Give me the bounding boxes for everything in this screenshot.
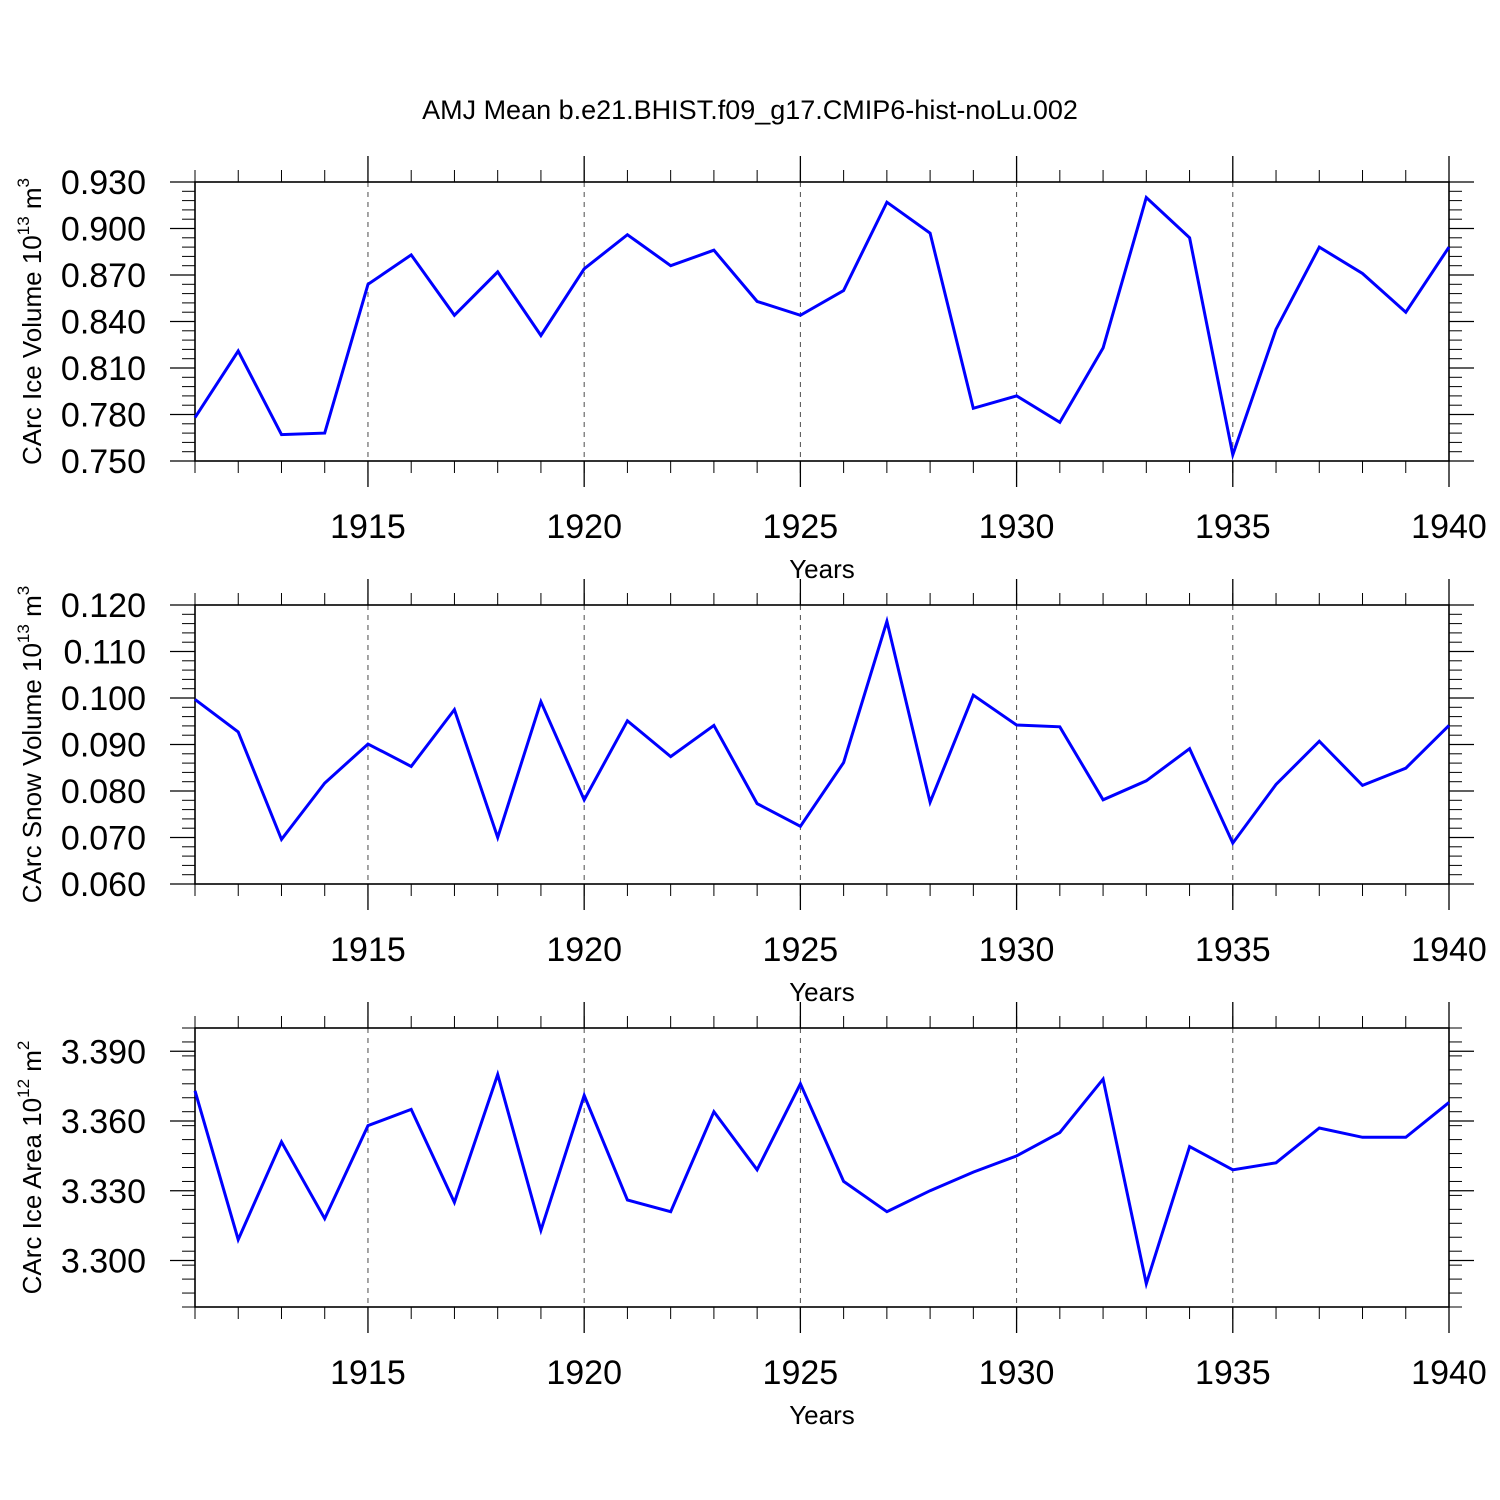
y-tick-label: 0.080	[61, 773, 146, 811]
y-tick-label: 0.780	[61, 397, 146, 435]
x-tick-label: 1915	[330, 1354, 406, 1392]
y-axis-label-ylabel: CArc Ice Volume	[17, 264, 47, 465]
data-line	[194, 615, 1451, 847]
y-tick-label: 0.810	[61, 350, 146, 388]
y-axis-label: CArc Ice Area 1012​ m2​	[14, 1041, 47, 1295]
x-axis-label: Years	[789, 1400, 855, 1430]
y-tick-label: 3.330	[61, 1173, 146, 1211]
y-tick-label: 0.840	[61, 304, 146, 342]
y-axis-label-ylabel-unit-exp: 3	[14, 586, 33, 595]
y-tick-label: 0.750	[61, 443, 146, 481]
plot-frame	[194, 604, 1450, 885]
y-axis-label: CArc Snow Volume 1013​ m3​	[14, 586, 47, 903]
y-tick-label: 0.120	[61, 587, 146, 625]
chart-title: AMJ Mean b.e21.BHIST.f09_g17.CMIP6-hist-…	[422, 95, 1078, 125]
x-tick-label: 1920	[546, 1354, 622, 1392]
chart-panel-1: 1915 1920 1925 1930 1935 1940 0.750 0.780 0.810 0…	[14, 156, 1487, 584]
y-axis-label-ylabel-exp: 13	[14, 216, 33, 235]
y-axis-label-ylabel-base: 10	[17, 235, 47, 264]
plot-frame	[194, 181, 1450, 462]
y-axis-label-ylabel-unit-exp: 3	[14, 178, 33, 187]
x-tick-label: 1925	[763, 508, 839, 546]
chart-panel-3: 1915 1920 1925 1930 1935 1940 3.300 3.330 3.360 3…	[14, 1002, 1487, 1430]
x-tick-label: 1940	[1411, 508, 1487, 546]
y-tick-label: 0.090	[61, 727, 146, 765]
x-axis-label: Years	[789, 977, 855, 1007]
y-axis-label-ylabel-unit: m	[17, 1050, 47, 1079]
y-tick-label: 0.900	[61, 211, 146, 249]
y-axis-label-ylabel-unit: m	[17, 595, 47, 624]
y-tick-label: 3.360	[61, 1103, 146, 1141]
y-axis-label-ylabel: CArc Snow Volume	[17, 672, 47, 903]
x-tick-label: 1935	[1195, 931, 1271, 969]
x-tick-label: 1925	[763, 931, 839, 969]
y-tick-label: 0.930	[61, 164, 146, 202]
x-tick-label: 1925	[763, 1354, 839, 1392]
plot-frame	[194, 1027, 1450, 1308]
y-tick-label: 0.100	[61, 680, 146, 718]
x-axis-label: Years	[789, 554, 855, 584]
x-tick-label: 1915	[330, 931, 406, 969]
y-tick-label: 0.070	[61, 820, 146, 858]
y-axis-label-ylabel: CArc Ice Area	[17, 1127, 47, 1295]
data-line	[193, 194, 1451, 461]
chart-panel-2: 1915 1920 1925 1930 1935 1940 0.060 0.070 0.080 0…	[14, 579, 1487, 1007]
x-tick-label: 1920	[546, 508, 622, 546]
x-tick-label: 1930	[979, 931, 1055, 969]
y-axis-label-ylabel-exp: 13	[14, 624, 33, 643]
x-tick-label: 1940	[1411, 1354, 1487, 1392]
y-axis-label-ylabel-unit-exp: 2	[14, 1041, 33, 1050]
y-tick-label: 3.300	[61, 1243, 146, 1281]
y-axis-label-ylabel-base: 10	[17, 1098, 47, 1127]
x-tick-label: 1935	[1195, 1354, 1271, 1392]
y-axis-label-ylabel-base: 10	[17, 643, 47, 672]
y-axis-label-ylabel-exp: 12	[14, 1079, 33, 1098]
panels: 1915 1920 1925 1930 1935 1940 0.750 0.780 0.810 0…	[14, 156, 1487, 1430]
y-axis-label: CArc Ice Volume 1013​ m3​	[14, 178, 47, 465]
y-tick-label: 3.390	[61, 1033, 146, 1071]
x-tick-label: 1935	[1195, 508, 1271, 546]
x-tick-label: 1915	[330, 508, 406, 546]
data-line	[193, 1069, 1450, 1290]
x-tick-label: 1940	[1411, 931, 1487, 969]
x-tick-label: 1930	[979, 508, 1055, 546]
y-axis-label-ylabel-unit: m	[17, 187, 47, 216]
y-tick-label: 0.110	[63, 634, 146, 672]
y-tick-label: 0.870	[61, 257, 146, 295]
x-tick-label: 1920	[546, 931, 622, 969]
x-tick-label: 1930	[979, 1354, 1055, 1392]
y-tick-label: 0.060	[61, 866, 146, 904]
